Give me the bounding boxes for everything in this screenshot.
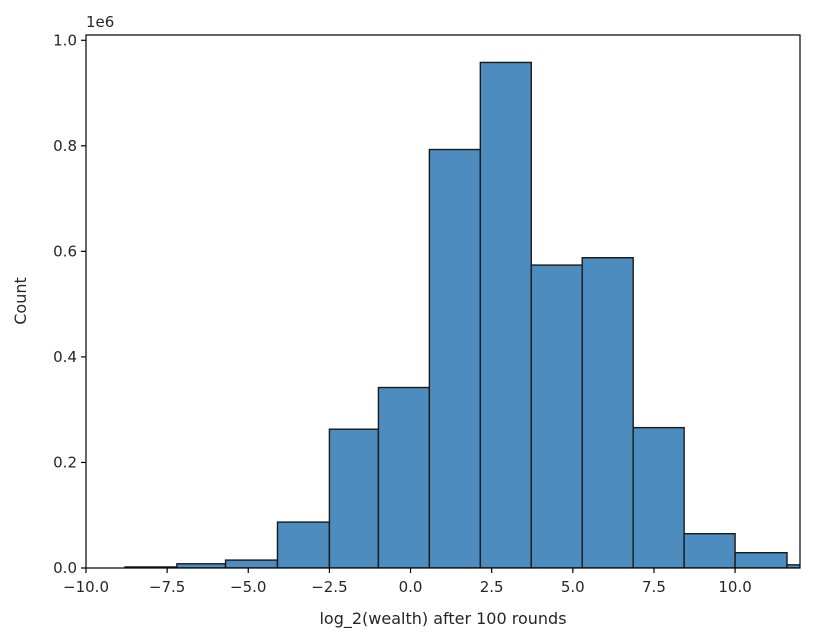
histogram-bar — [428, 148, 482, 568]
x-tick-label: 7.5 — [642, 578, 666, 596]
x-axis: −10.0 −7.5 −5.0 −2.5 0.0 2.5 5.0 7.5 10.0 — [63, 568, 752, 596]
histogram-bar — [176, 563, 227, 568]
x-tick-label: 5.0 — [561, 578, 585, 596]
y-tick-label: 1.0 — [53, 31, 77, 49]
x-tick-label: 2.5 — [480, 578, 504, 596]
y-offset-label: 1e6 — [86, 13, 114, 31]
histogram-bar — [328, 428, 380, 568]
histogram-bar — [632, 426, 685, 568]
x-axis-label: log_2(wealth) after 100 rounds — [319, 609, 566, 629]
histogram-bar — [224, 559, 279, 568]
histogram-bar — [276, 521, 331, 568]
y-tick-label: 0.8 — [53, 137, 77, 155]
y-tick-label: 0.2 — [53, 453, 77, 471]
y-tick-label: 0.0 — [53, 559, 77, 577]
y-tick-label: 0.6 — [53, 242, 77, 260]
histogram-bar — [530, 264, 583, 568]
x-tick-label: −10.0 — [63, 578, 109, 596]
x-tick-label: −5.0 — [230, 578, 266, 596]
bars-group — [124, 61, 800, 568]
histogram-bar — [683, 532, 736, 568]
y-axis: 0.0 0.2 0.4 0.6 0.8 1.0 — [53, 31, 86, 577]
x-tick-label: 0.0 — [399, 578, 423, 596]
x-tick-label: −2.5 — [311, 578, 347, 596]
y-tick-label: 0.4 — [53, 348, 77, 366]
histogram-bar — [377, 386, 431, 568]
plot-frame — [85, 34, 801, 569]
y-axis-label: Count — [11, 277, 30, 325]
histogram-bar — [786, 564, 800, 568]
histogram-bar — [479, 61, 532, 568]
histogram-bar — [581, 256, 634, 568]
x-tick-label: 10.0 — [718, 578, 751, 596]
x-tick-label: −7.5 — [149, 578, 185, 596]
histogram-bar — [734, 551, 788, 568]
